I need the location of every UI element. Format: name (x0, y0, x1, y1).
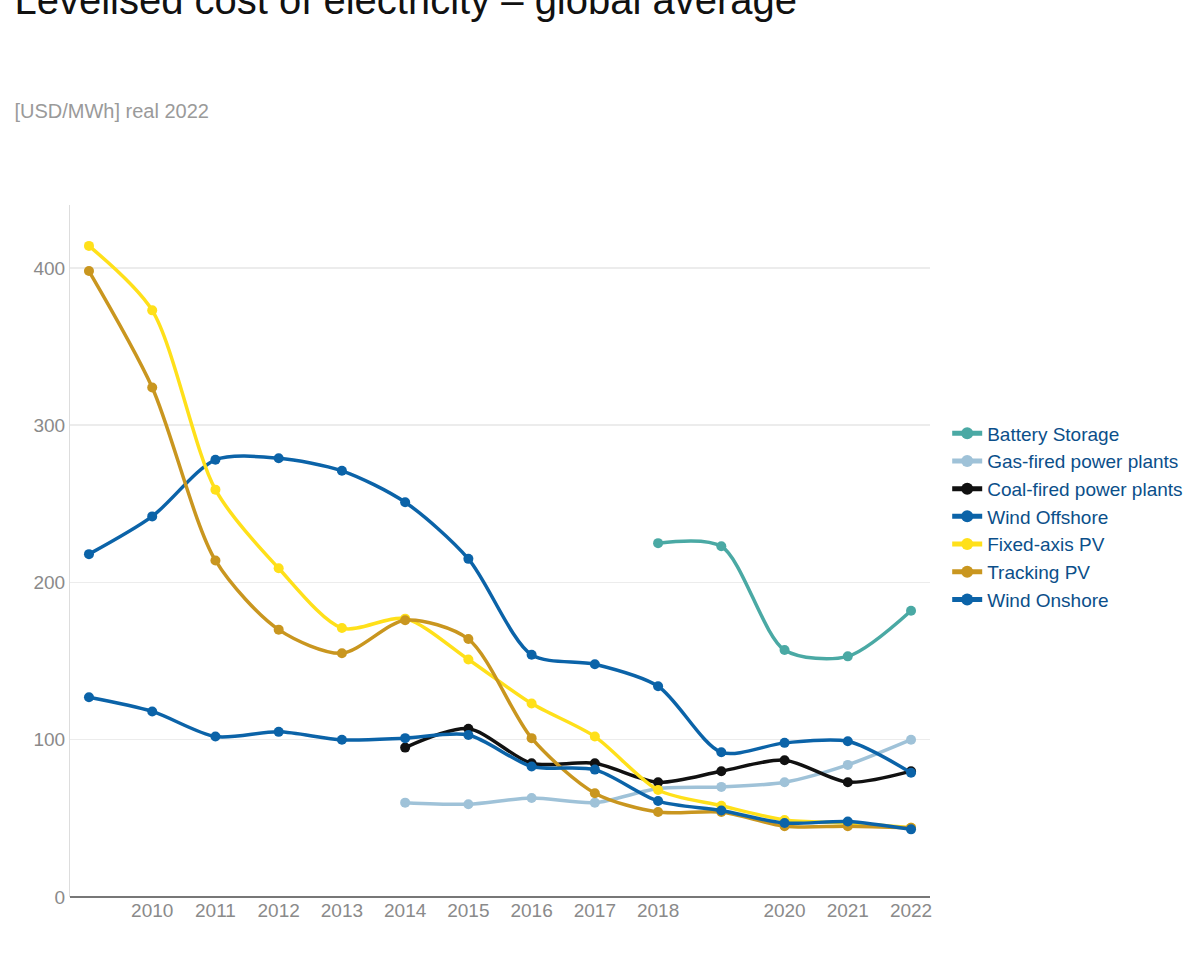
svg-text:2012: 2012 (258, 900, 300, 921)
svg-text:2010: 2010 (131, 900, 173, 921)
svg-text:2013: 2013 (321, 900, 363, 921)
svg-text:Tracking PV: Tracking PV (987, 562, 1090, 583)
svg-text:Fixed-axis PV: Fixed-axis PV (987, 534, 1105, 555)
svg-text:Coal-fired power plants: Coal-fired power plants (987, 479, 1182, 500)
svg-text:2022: 2022 (890, 900, 932, 921)
svg-text:Wind Onshore: Wind Onshore (987, 590, 1108, 611)
svg-text:Levelised cost of electricity: Levelised cost of electricity – global a… (14, 0, 797, 122)
svg-text:2017: 2017 (574, 900, 616, 921)
svg-text:2014: 2014 (384, 900, 427, 921)
svg-text:200: 200 (33, 572, 65, 593)
svg-text:2016: 2016 (510, 900, 552, 921)
svg-text:2011: 2011 (195, 900, 236, 921)
svg-text:300: 300 (33, 415, 65, 436)
svg-text:2015: 2015 (447, 900, 489, 921)
svg-text:100: 100 (33, 729, 65, 750)
svg-text:2018: 2018 (637, 900, 679, 921)
svg-text:0: 0 (55, 887, 66, 908)
svg-text:Gas-fired power plants: Gas-fired power plants (987, 451, 1178, 472)
svg-text:400: 400 (33, 258, 65, 279)
svg-text:2021: 2021 (827, 900, 869, 921)
svg-text:Wind Offshore: Wind Offshore (987, 507, 1108, 528)
svg-text:2020: 2020 (763, 900, 805, 921)
svg-text:Battery Storage: Battery Storage (987, 424, 1119, 445)
